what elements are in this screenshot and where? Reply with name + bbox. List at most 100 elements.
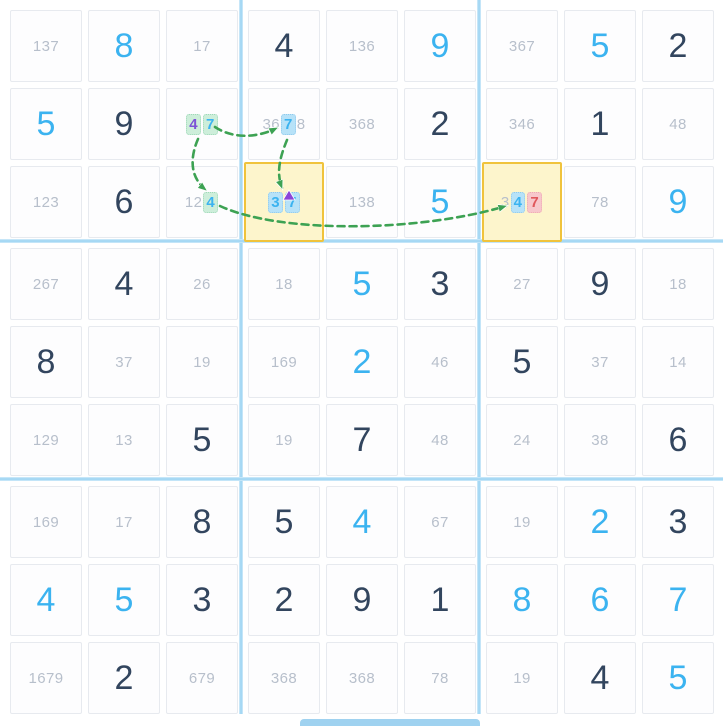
cell-r1c6[interactable]: 9 [404, 10, 476, 82]
cell-r8c8[interactable]: 6 [564, 564, 636, 636]
cell-r6c9[interactable]: 6 [642, 404, 714, 476]
box-separator-horizontal-2 [0, 477, 723, 481]
cell-r7c8[interactable]: 2 [564, 486, 636, 558]
cell-r5c5[interactable]: 2 [326, 326, 398, 398]
candidate-digit: 7 [591, 193, 600, 211]
cell-r8c2[interactable]: 5 [88, 564, 160, 636]
cell-r8c9[interactable]: 7 [642, 564, 714, 636]
cell-value: 9 [590, 265, 610, 303]
candidate-highlight-7: 7 [285, 191, 300, 213]
candidate-digit: 9 [54, 669, 64, 687]
cell-r2c1[interactable]: 5 [10, 88, 82, 160]
candidate-digit: 6 [366, 37, 376, 55]
cell-r8c5[interactable]: 9 [326, 564, 398, 636]
candidate-digit: 3 [124, 431, 133, 449]
cell-r1c4[interactable]: 4 [248, 10, 320, 82]
cell-r6c5[interactable]: 7 [326, 404, 398, 476]
cell-r8c4[interactable]: 2 [248, 564, 320, 636]
cell-r5c7[interactable]: 5 [486, 326, 558, 398]
cell-r8c6[interactable]: 1 [404, 564, 476, 636]
candidate-digit: 7 [526, 37, 536, 55]
cell-r2c8[interactable]: 1 [564, 88, 636, 160]
cell-r8c1[interactable]: 4 [10, 564, 82, 636]
cell-r3c2[interactable]: 6 [88, 166, 160, 238]
cell-r9c2[interactable]: 2 [88, 642, 160, 714]
cell-r5c1[interactable]: 8 [10, 326, 82, 398]
cell-r7c3[interactable]: 8 [166, 486, 238, 558]
cell-r4c6[interactable]: 3 [404, 248, 476, 320]
cell-r4c5[interactable]: 5 [326, 248, 398, 320]
cell-r7c4[interactable]: 5 [248, 486, 320, 558]
candidate-digit: 9 [522, 513, 531, 531]
cell-r3c9[interactable]: 9 [642, 166, 714, 238]
cell-value: 4 [590, 659, 610, 697]
cell-r1c8[interactable]: 5 [564, 10, 636, 82]
cell-r7c5[interactable]: 4 [326, 486, 398, 558]
cell-r6c3[interactable]: 5 [166, 404, 238, 476]
cell-r4c2[interactable]: 4 [88, 248, 160, 320]
cell-r2c2[interactable]: 9 [88, 88, 160, 160]
candidate-digit: 1 [28, 669, 38, 687]
cell-value: 5 [36, 105, 56, 143]
cell-r4c8[interactable]: 9 [564, 248, 636, 320]
cell-r8c7[interactable]: 8 [486, 564, 558, 636]
cell-r9c8[interactable]: 4 [564, 642, 636, 714]
candidate-digit: 2 [193, 193, 203, 211]
cell-r1c9[interactable]: 2 [642, 10, 714, 82]
cell-r2c6[interactable]: 2 [404, 88, 476, 160]
cell-r3c6[interactable]: 5 [404, 166, 476, 238]
cell-r1c2[interactable]: 8 [88, 10, 160, 82]
candidate-digit: 2 [513, 431, 522, 449]
cell-r8c3[interactable]: 3 [166, 564, 238, 636]
cell-r9c9[interactable]: 5 [642, 642, 714, 714]
cell-r7c9[interactable]: 3 [642, 486, 714, 558]
candidate-digit: 1 [348, 193, 358, 211]
